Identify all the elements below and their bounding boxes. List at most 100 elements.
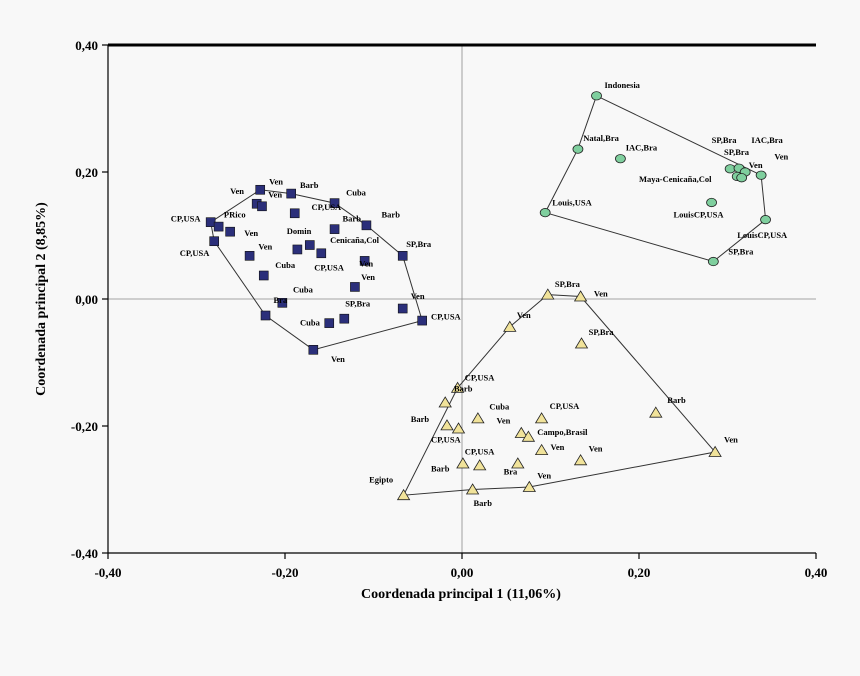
point-label-square-3: Barb xyxy=(300,180,319,190)
point-label-square-17: CP,USA xyxy=(314,262,345,272)
triangle-point-21 xyxy=(396,488,411,501)
square-point-3 xyxy=(225,226,235,237)
triangle-point-17 xyxy=(472,459,487,471)
square-point-7 xyxy=(286,188,296,199)
square-point-10 xyxy=(361,220,372,231)
triangle-point-10 xyxy=(451,422,466,434)
triangle-point-14 xyxy=(573,454,588,466)
point-label-square-12: Domin xyxy=(287,226,312,236)
point-label-triangle-3: SP,Bra xyxy=(589,327,615,337)
data-points xyxy=(205,91,771,501)
circle-point-1 xyxy=(572,144,584,154)
point-label-triangle-12: CP,USA xyxy=(431,435,462,445)
point-label-square-1: Ven xyxy=(269,177,283,187)
square-point-26 xyxy=(308,344,319,355)
x-tick-label-1: -0,20 xyxy=(271,565,298,580)
triangle-point-20 xyxy=(465,483,480,495)
point-label-triangle-19: Ven xyxy=(537,471,551,481)
circle-point-8 xyxy=(736,173,748,183)
point-label-circle-9: Louis,USA xyxy=(552,198,592,208)
triangle-point-1 xyxy=(573,290,588,302)
square-point-12 xyxy=(304,240,315,250)
point-label-square-18: Ven xyxy=(359,259,373,269)
point-label-circle-5: SP,Bra xyxy=(724,147,750,157)
triangle-point-18 xyxy=(511,457,525,469)
point-label-triangle-16: CP,USA xyxy=(465,447,496,457)
triangle-point-7 xyxy=(534,412,549,424)
square-point-18 xyxy=(397,251,408,261)
x-axis-title: Coordenada principal 1 (11,06%) xyxy=(361,587,561,602)
point-label-square-26: Ven xyxy=(331,354,345,364)
point-label-circle-4: IAC,Bra xyxy=(751,135,783,145)
y-tick-label-0: -0,40 xyxy=(71,546,98,561)
point-label-triangle-2: Ven xyxy=(517,310,531,320)
triangle-point-0 xyxy=(541,288,555,300)
triangle-point-8 xyxy=(649,406,663,418)
triangle-point-9 xyxy=(440,419,454,431)
point-label-square-25: CP,USA xyxy=(431,311,462,321)
circle-point-0 xyxy=(591,91,602,101)
axes: -0,40 -0,20 0,00 0,20 0,40 -0,40 -0,20 0,00 0,20… xyxy=(71,38,827,580)
point-label-square-7: CP,USA xyxy=(312,202,343,212)
square-point-8 xyxy=(289,208,300,219)
point-label-square-22: Cuba xyxy=(300,318,321,328)
point-label-square-20: Cuba xyxy=(293,285,314,295)
point-label-triangle-13: Ven xyxy=(551,442,565,452)
point-label-square-0: Ven xyxy=(230,186,244,196)
square-point-14 xyxy=(316,248,327,259)
y-axis-title: Coordenada principal 2 (8,85%) xyxy=(34,202,49,396)
point-label-circle-7: Ven xyxy=(749,160,763,170)
circle-point-10 xyxy=(706,197,717,208)
y-tick-label-2: 0,00 xyxy=(75,292,98,307)
point-label-square-9: Barb xyxy=(343,214,362,224)
square-point-24 xyxy=(397,303,408,314)
square-point-2 xyxy=(209,236,219,247)
point-label-circle-12: SP,Bra xyxy=(728,247,754,257)
square-point-6 xyxy=(255,184,266,195)
square-point-23 xyxy=(339,313,350,324)
point-label-square-4: Cuba xyxy=(346,188,367,198)
triangle-point-19 xyxy=(522,480,537,492)
point-label-circle-10: LouisCP,USA xyxy=(674,210,725,220)
point-label-square-11: CP,USA xyxy=(180,248,211,258)
square-point-21 xyxy=(260,310,271,321)
point-label-triangle-21: Barb xyxy=(474,498,493,508)
point-label-square-15: SP,Bra xyxy=(406,239,432,249)
point-label-triangle-14: Ven xyxy=(589,443,603,453)
point-label-square-5: CP,USA xyxy=(171,214,202,224)
point-label-triangle-15: Ven xyxy=(724,435,738,445)
x-tick-label-3: 0,20 xyxy=(628,565,651,580)
x-tick-label-2: 0,00 xyxy=(451,565,474,580)
point-label-triangle-10: Ven xyxy=(497,416,511,426)
y-tick-label-4: 0,40 xyxy=(75,38,98,53)
point-label-triangle-1: Ven xyxy=(594,289,608,299)
point-label-circle-11: LouisCP,USA xyxy=(737,230,788,240)
point-label-triangle-4: CP,USA xyxy=(465,372,496,382)
point-label-circle-0: Indonesia xyxy=(605,80,641,90)
square-point-5 xyxy=(257,201,267,212)
triangle-point-2 xyxy=(503,320,517,332)
circle-point-9 xyxy=(755,170,767,180)
square-point-0 xyxy=(205,217,216,227)
point-label-triangle-7: CP,USA xyxy=(550,401,581,411)
point-label-triangle-8: Barb xyxy=(667,395,686,405)
point-label-circle-3: SP,Bra xyxy=(712,135,738,145)
circle-point-11 xyxy=(760,215,771,225)
y-tick-label-1: -0,20 xyxy=(71,419,98,434)
square-point-25 xyxy=(417,315,427,326)
point-label-triangle-9: Barb xyxy=(411,414,430,424)
point-label-square-21: Bra xyxy=(274,295,288,305)
square-point-15 xyxy=(244,251,255,261)
point-label-circle-1: Natal,Bra xyxy=(583,133,619,143)
point-label-triangle-0: SP,Bra xyxy=(555,279,581,289)
square-point-1 xyxy=(213,221,224,232)
point-label-triangle-6: Cuba xyxy=(489,402,510,412)
triangle-point-5 xyxy=(438,396,452,408)
point-label-square-19: Ven xyxy=(361,272,375,282)
point-label-triangle-5: Barb xyxy=(454,384,473,394)
triangle-point-16 xyxy=(456,457,470,469)
point-label-circle-6: Ven xyxy=(774,151,788,161)
triangle-point-13 xyxy=(534,443,549,456)
